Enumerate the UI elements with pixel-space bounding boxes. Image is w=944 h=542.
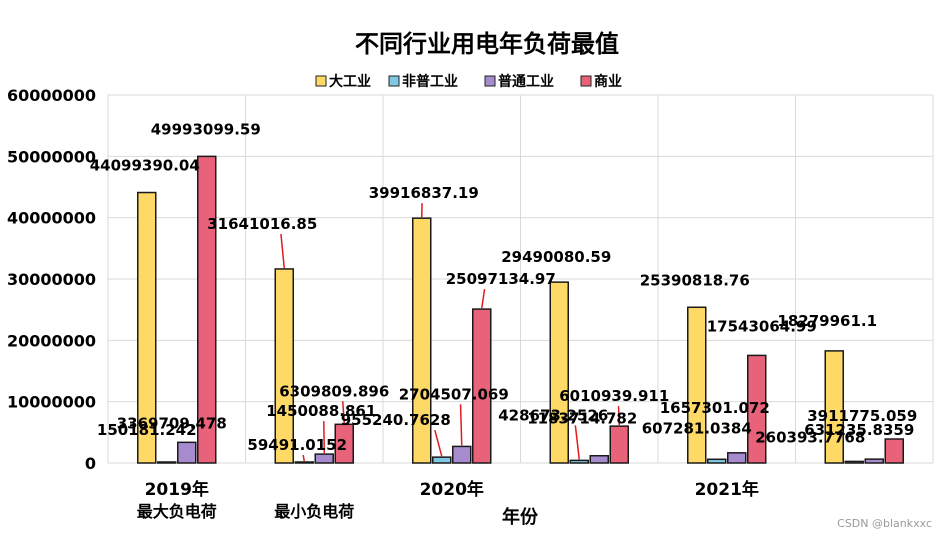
bar <box>178 442 196 463</box>
leader-line <box>461 404 462 445</box>
bar <box>433 457 451 463</box>
data-label: 6309809.896 <box>279 382 389 400</box>
legend-swatch <box>581 76 591 86</box>
bar <box>728 453 746 463</box>
data-label: 29490080.59 <box>501 248 611 266</box>
bar <box>885 439 903 463</box>
chart-title: 不同行业用电年负荷最值 <box>355 30 619 58</box>
x-year-label: 2019年 <box>145 479 209 500</box>
legend-label: 普通工业 <box>498 73 554 90</box>
bar <box>315 454 333 463</box>
x-category-label: 最小负电荷 <box>274 502 354 521</box>
bar <box>550 282 568 463</box>
data-label: 6010939.911 <box>559 387 669 405</box>
x-category-label: 最大负电荷 <box>137 502 217 521</box>
leader-line <box>435 430 442 456</box>
bar <box>275 269 293 463</box>
y-tick-label: 30000000 <box>7 270 96 289</box>
data-label: 3369709.478 <box>117 414 227 432</box>
bar <box>865 459 883 463</box>
leader-line <box>482 289 485 308</box>
x-year-label: 2021年 <box>695 479 759 500</box>
legend: 大工业 非普工业 普通工业 商业 <box>316 73 622 90</box>
bar <box>688 307 706 463</box>
y-tick-label: 0 <box>85 454 96 473</box>
leader-line <box>575 425 579 459</box>
data-label: 59491.0152 <box>247 436 347 454</box>
data-label: 17543064.99 <box>707 317 817 335</box>
bar <box>158 462 176 463</box>
bar <box>453 446 471 463</box>
bar <box>590 456 608 463</box>
y-tick-label: 50000000 <box>7 147 96 166</box>
data-label: 49993099.59 <box>151 120 261 138</box>
data-label: 1183714.782 <box>527 410 637 428</box>
data-label: 44099390.04 <box>90 157 200 175</box>
data-label: 607281.0384 <box>642 419 752 437</box>
y-tick-label: 10000000 <box>7 393 96 412</box>
watermark: CSDN @blankxxc <box>837 517 932 530</box>
data-label: 31641016.85 <box>207 215 317 233</box>
x-year-label: 2020年 <box>420 479 484 500</box>
bar <box>570 460 588 463</box>
bar <box>610 426 628 463</box>
x-axis-title: 年份 <box>502 506 539 528</box>
data-label: 1450088.861 <box>266 402 376 420</box>
bar <box>845 461 863 463</box>
legend-swatch <box>316 76 326 86</box>
y-tick-label: 40000000 <box>7 209 96 228</box>
data-label: 39916837.19 <box>369 184 479 202</box>
data-label: 2704507.069 <box>399 385 509 403</box>
bar <box>295 462 313 463</box>
y-tick-label: 20000000 <box>7 331 96 350</box>
bar <box>708 459 726 463</box>
legend-label: 非普工业 <box>402 73 458 90</box>
legend-swatch <box>485 76 495 86</box>
data-label: 25097134.97 <box>446 270 556 288</box>
leader-line <box>303 455 304 461</box>
legend-label: 商业 <box>594 73 622 90</box>
data-label: 3911775.059 <box>807 407 917 425</box>
y-axis: 0 10000000 20000000 30000000 40000000 5000000… <box>7 86 96 473</box>
data-label: 1657301.072 <box>660 399 770 417</box>
leader-line <box>281 234 284 268</box>
legend-label: 大工业 <box>329 73 371 90</box>
legend-swatch <box>389 76 399 86</box>
data-label: 25390818.76 <box>640 271 750 289</box>
y-tick-label: 60000000 <box>7 86 96 105</box>
x-axis: 最大负电荷 最小负电荷 2019年 2020年 2021年 <box>137 479 759 521</box>
